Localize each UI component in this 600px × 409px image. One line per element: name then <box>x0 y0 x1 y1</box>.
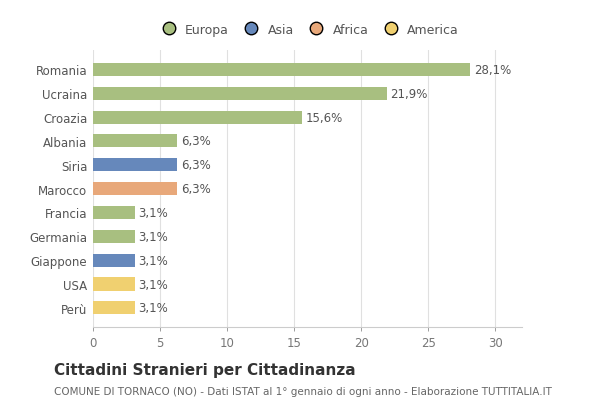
Bar <box>93 301 134 315</box>
Text: COMUNE DI TORNACO (NO) - Dati ISTAT al 1° gennaio di ogni anno - Elaborazione TU: COMUNE DI TORNACO (NO) - Dati ISTAT al 1… <box>54 387 552 396</box>
Bar <box>93 207 134 220</box>
Bar <box>93 254 134 267</box>
Legend: Europa, Asia, Africa, America: Europa, Asia, Africa, America <box>151 19 464 42</box>
Bar <box>93 278 134 291</box>
Bar <box>93 88 386 101</box>
Text: 3,1%: 3,1% <box>139 254 169 267</box>
Bar <box>93 159 178 172</box>
Bar <box>93 230 134 243</box>
Bar <box>93 135 178 148</box>
Text: 3,1%: 3,1% <box>139 278 169 291</box>
Text: Cittadini Stranieri per Cittadinanza: Cittadini Stranieri per Cittadinanza <box>54 362 356 377</box>
Text: 6,3%: 6,3% <box>181 159 211 172</box>
Text: 3,1%: 3,1% <box>139 207 169 220</box>
Text: 6,3%: 6,3% <box>181 135 211 148</box>
Bar <box>93 183 178 196</box>
Text: 15,6%: 15,6% <box>306 111 343 124</box>
Text: 3,1%: 3,1% <box>139 301 169 315</box>
Text: 6,3%: 6,3% <box>181 183 211 196</box>
Bar <box>93 64 470 77</box>
Text: 28,1%: 28,1% <box>474 64 511 77</box>
Text: 21,9%: 21,9% <box>391 88 428 101</box>
Bar <box>93 111 302 124</box>
Text: 3,1%: 3,1% <box>139 230 169 243</box>
